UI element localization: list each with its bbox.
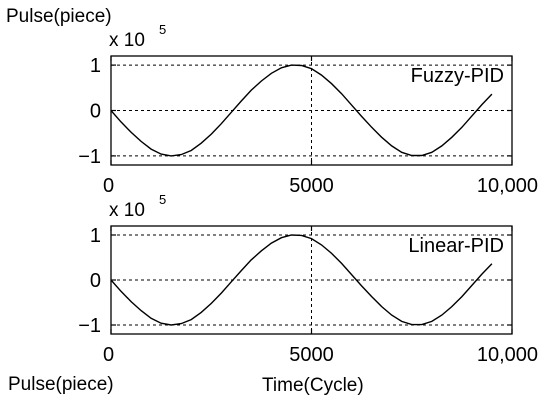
bottom-y-axis-label: Pulse(piece): [8, 374, 114, 395]
x-tick-label: 10,000: [477, 344, 538, 366]
y-multiplier-base: x 10: [109, 200, 145, 221]
legend-label: Linear-PID: [408, 235, 504, 257]
y-tick-label: 1: [90, 225, 101, 247]
series-line: [110, 64, 493, 157]
x-axis-label: Time(Cycle): [262, 375, 364, 396]
y-multiplier-exponent: 5: [159, 192, 166, 207]
legend-label: Fuzzy-PID: [411, 65, 504, 87]
x-tick-label: 0: [103, 175, 114, 197]
y-tick-label: −1: [78, 146, 101, 168]
y-multiplier-exponent: 5: [159, 22, 166, 37]
x-tick-label: 5000: [289, 175, 334, 197]
series-line: [110, 234, 493, 326]
y-tick-label: −1: [78, 315, 101, 337]
x-tick-label: 10,000: [477, 175, 538, 197]
y-tick-label: 0: [90, 270, 101, 292]
x-tick-label: 5000: [289, 344, 334, 366]
y-multiplier-base: x 10: [109, 30, 145, 51]
top-y-axis-label: Pulse(piece): [6, 6, 112, 27]
y-tick-label: 1: [90, 55, 101, 77]
y-tick-label: 0: [90, 101, 101, 123]
x-tick-label: 0: [103, 344, 114, 366]
